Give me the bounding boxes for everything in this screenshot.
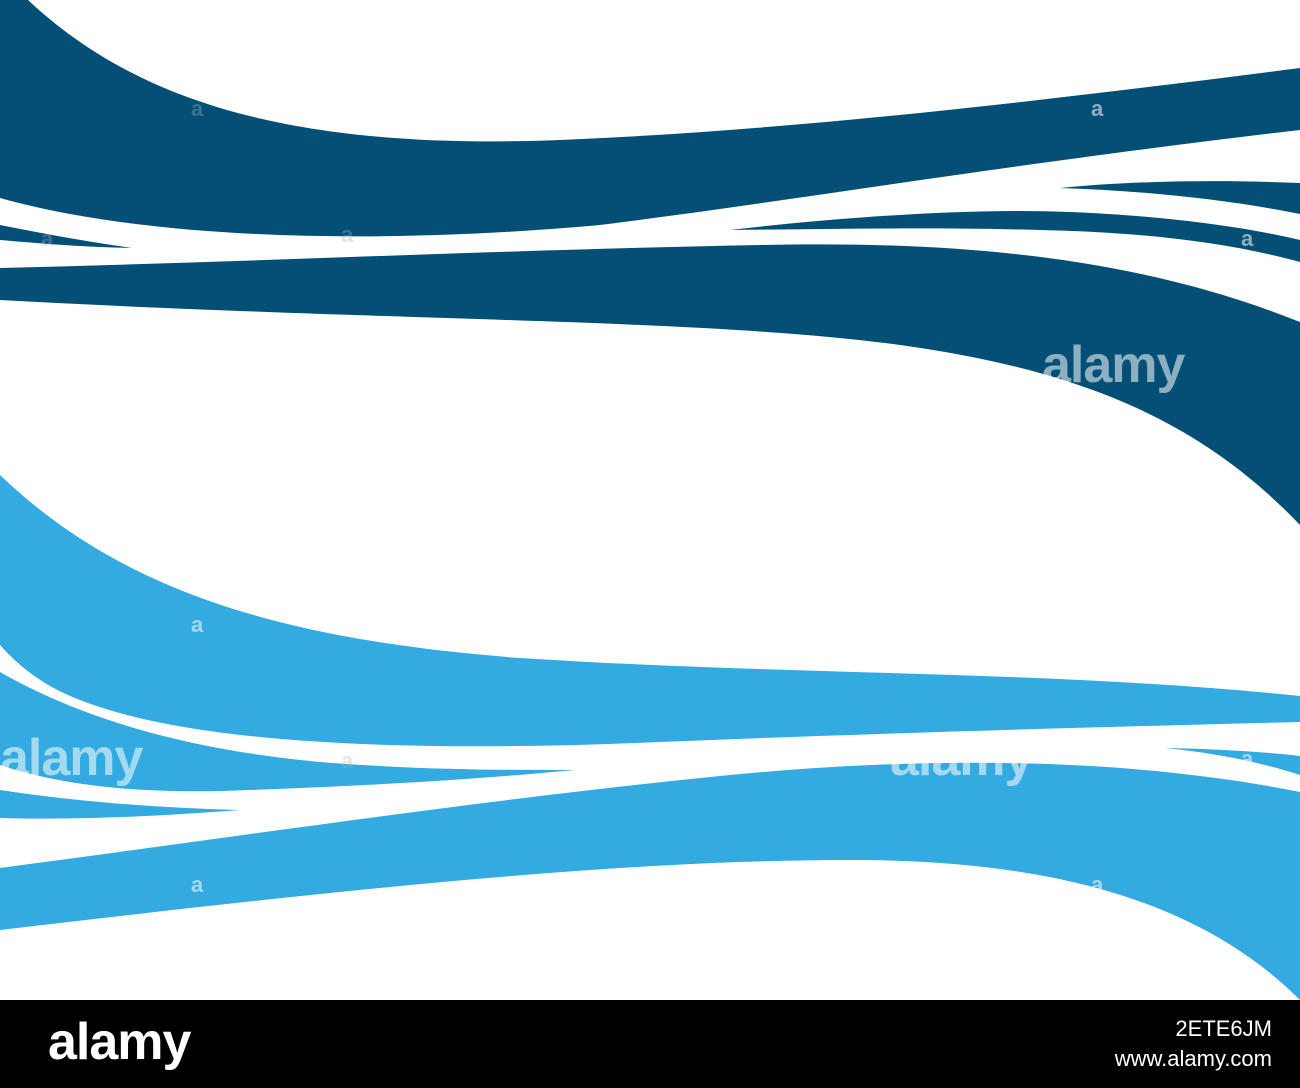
dark-wave-group xyxy=(0,0,1300,525)
dark-wave-thin-right xyxy=(1060,181,1300,214)
brand-logo: alamy xyxy=(48,1013,191,1071)
wave-artwork xyxy=(0,0,1300,1000)
footer-bar: alamy 2ETE6JM www.alamy.com xyxy=(0,1000,1300,1088)
light-wave-thin-left xyxy=(0,790,240,819)
image-id: 2ETE6JM xyxy=(1175,1016,1272,1041)
dark-wave-thin-left xyxy=(0,225,132,248)
dark-wave-top-band xyxy=(0,0,1300,237)
light-wave-thin-right xyxy=(1165,748,1300,775)
light-wave-lower-band xyxy=(0,762,1300,1000)
dark-wave-mid-thin xyxy=(730,210,1300,262)
light-wave-group xyxy=(0,475,1300,1000)
image-info: 2ETE6JM www.alamy.com xyxy=(1115,1014,1272,1074)
dark-wave-lower-band xyxy=(0,244,1300,525)
light-wave-upper-band xyxy=(0,475,1300,747)
light-wave-middle-band xyxy=(0,672,575,792)
site-url: www.alamy.com xyxy=(1114,1046,1272,1071)
